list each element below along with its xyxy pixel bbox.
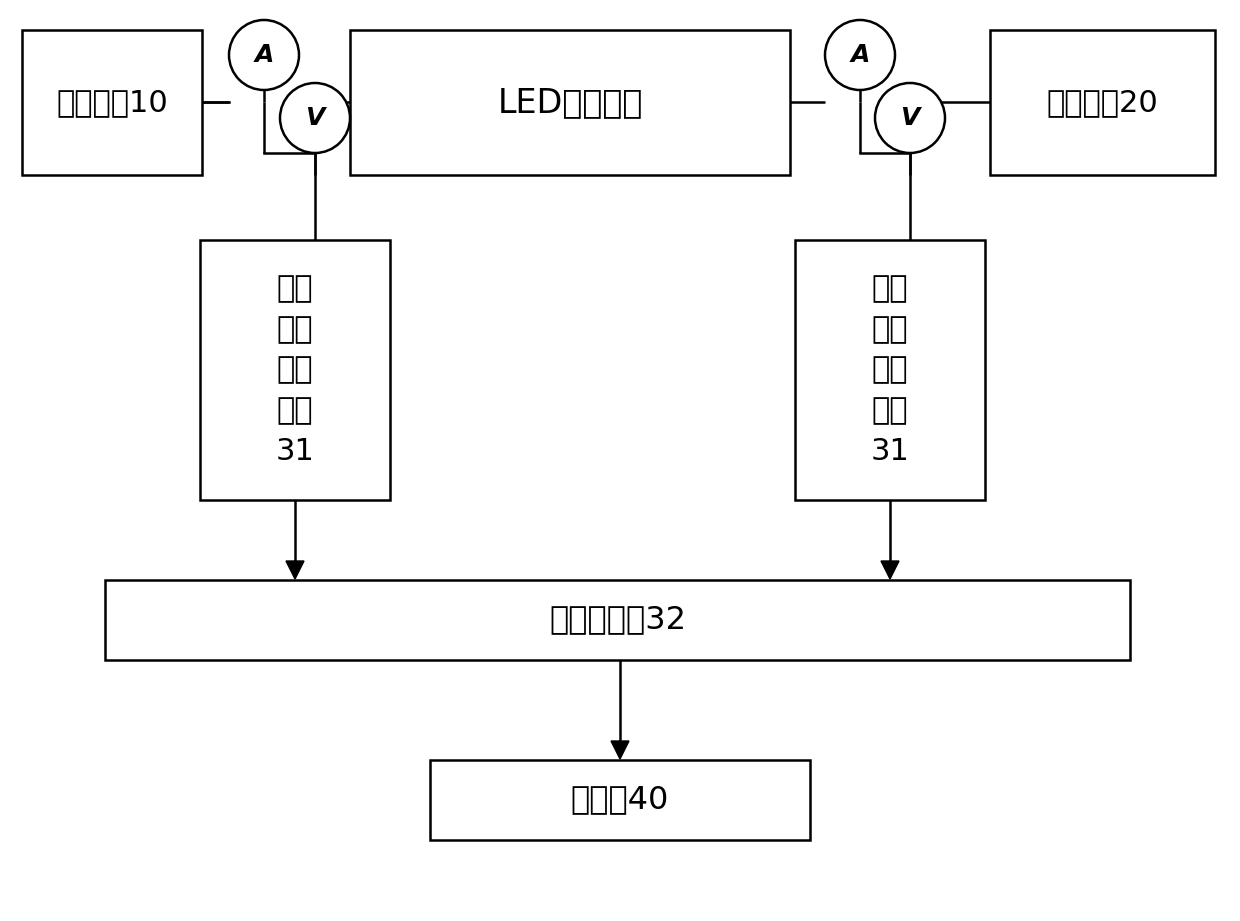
FancyArrow shape <box>286 561 304 579</box>
Bar <box>990 30 1215 175</box>
Text: V: V <box>305 106 325 130</box>
FancyArrow shape <box>611 741 629 759</box>
Text: 计算机40: 计算机40 <box>570 785 670 815</box>
Bar <box>430 760 810 840</box>
Text: A: A <box>851 43 869 67</box>
Text: 电子负载20: 电子负载20 <box>1047 88 1158 117</box>
Bar <box>795 240 985 500</box>
Bar <box>200 240 391 500</box>
Text: 数据采集卡32: 数据采集卡32 <box>549 604 686 635</box>
Circle shape <box>229 20 299 90</box>
Text: 交流电源10: 交流电源10 <box>56 88 167 117</box>
Text: 输出
信号
调理
模块
31: 输出 信号 调理 模块 31 <box>870 274 909 465</box>
Circle shape <box>875 83 945 153</box>
FancyArrow shape <box>880 561 899 579</box>
Bar <box>22 30 202 175</box>
Text: A: A <box>254 43 274 67</box>
Text: LED驱动电源: LED驱动电源 <box>497 86 642 119</box>
Bar <box>350 30 790 175</box>
Text: V: V <box>900 106 920 130</box>
Bar <box>105 580 1130 660</box>
Circle shape <box>825 20 895 90</box>
Circle shape <box>280 83 350 153</box>
Text: 输入
信号
调理
模块
31: 输入 信号 调理 模块 31 <box>275 274 315 465</box>
